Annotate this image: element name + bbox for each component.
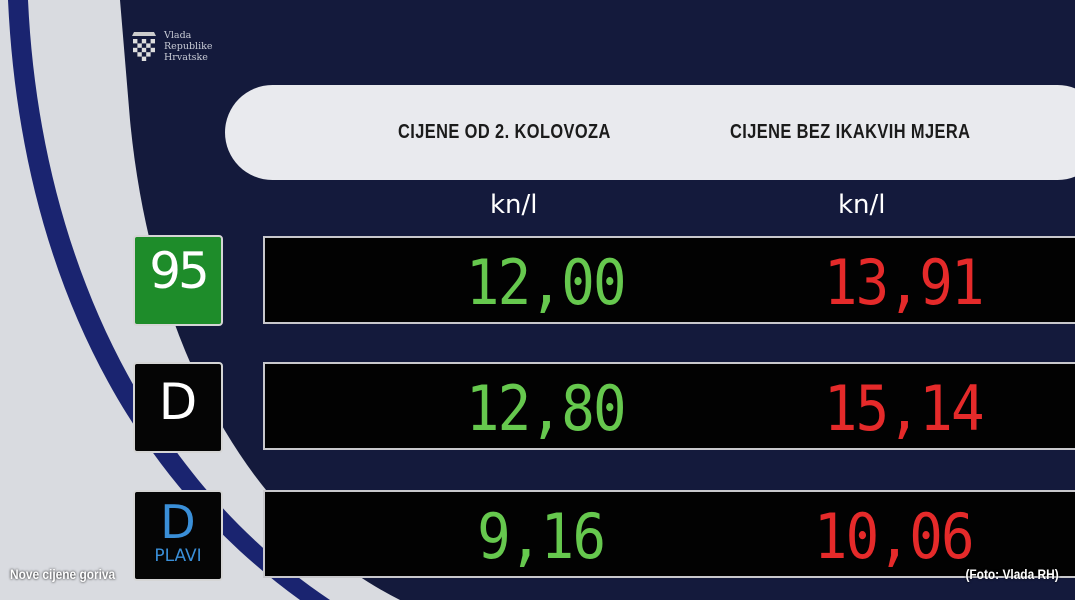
price-without-measures: 10,06 bbox=[813, 500, 975, 573]
fuel-label: D bbox=[158, 373, 198, 431]
logo-line: Republike bbox=[164, 41, 213, 52]
government-logo: Vlada Republike Hrvatske bbox=[130, 30, 213, 64]
new-price: 12,00 bbox=[465, 246, 627, 319]
photo-credit: (Foto: Vlada RH) bbox=[965, 566, 1059, 582]
logo-text: Vlada Republike Hrvatske bbox=[164, 30, 213, 63]
fuel-label: D bbox=[160, 495, 196, 549]
fuel-label: 95 bbox=[149, 242, 210, 300]
price-row: 9,16 10,06 bbox=[263, 490, 1075, 578]
blue-stripe bbox=[8, 0, 330, 600]
column-header-without-measures: CIJENE BEZ IKAKVIH MJERA bbox=[730, 121, 971, 143]
fuel-badge-blue-diesel: D PLAVI bbox=[133, 490, 223, 581]
logo-line: Vlada bbox=[164, 30, 192, 41]
new-price: 12,80 bbox=[465, 372, 627, 445]
price-without-measures: 13,91 bbox=[823, 246, 985, 319]
unit-label: kn/l bbox=[838, 190, 886, 220]
fuel-badge-95: 95 bbox=[133, 235, 223, 326]
price-row: 12,00 13,91 bbox=[263, 236, 1075, 324]
header-bar bbox=[225, 85, 1075, 180]
fuel-badge-diesel: D bbox=[133, 362, 223, 453]
price-row: 12,80 15,14 bbox=[263, 362, 1075, 450]
new-price: 9,16 bbox=[477, 500, 606, 573]
coat-of-arms-icon bbox=[132, 32, 156, 61]
fuel-sublabel: PLAVI bbox=[154, 546, 202, 566]
column-header-new-prices: CIJENE OD 2. KOLOVOZA bbox=[398, 121, 611, 143]
unit-label: kn/l bbox=[490, 190, 538, 220]
caption-title: Nove cijene goriva bbox=[10, 566, 116, 582]
logo-line: Hrvatske bbox=[164, 52, 208, 63]
price-without-measures: 15,14 bbox=[823, 372, 985, 445]
